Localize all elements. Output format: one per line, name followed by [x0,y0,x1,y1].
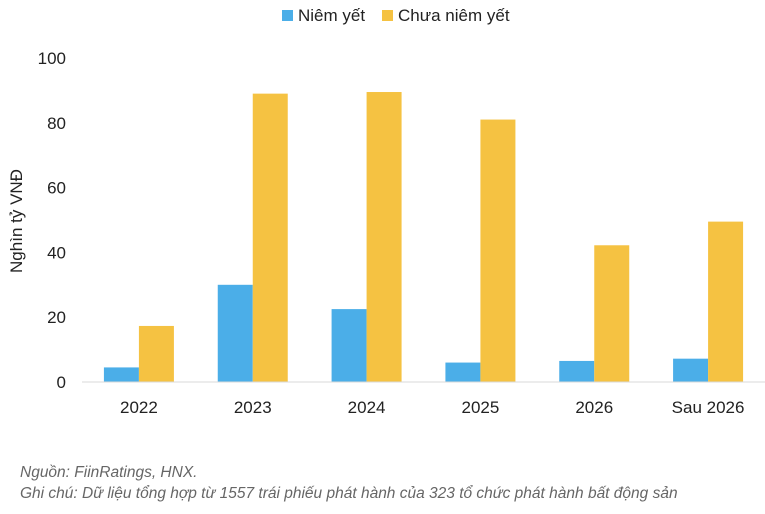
bar-niem-yet [673,358,709,382]
x-tick-label: 2023 [234,398,272,417]
bars [103,92,744,383]
legend-swatch [382,10,393,21]
legend-label: Chưa niêm yết [398,6,510,25]
y-tick-label: 20 [47,308,66,327]
bar-niem-yet [559,360,595,382]
bar-chua-niem-yet [366,92,402,383]
y-tick-label: 100 [38,49,66,68]
bar-chua-niem-yet [252,93,288,382]
chart-notes: Nguồn: FiinRatings, HNX. Ghi chú: Dữ liệ… [20,462,760,504]
x-tick-label: Sau 2026 [672,398,745,417]
y-axis-title: Nghìn tỷ VNĐ [7,169,26,273]
x-tick-label: 2026 [575,398,613,417]
y-tick-label: 80 [47,114,66,133]
x-tick-label: 2024 [348,398,386,417]
y-axis-ticks: 0 20 40 60 80 100 [38,49,66,392]
source-note: Nguồn: FiinRatings, HNX. [20,464,198,481]
legend-swatch [282,10,293,21]
legend-label: Niêm yết [298,6,365,25]
bar-chua-niem-yet [594,245,630,382]
x-tick-label: 2022 [120,398,158,417]
bar-niem-yet [331,309,367,382]
y-tick-label: 0 [57,373,66,392]
y-tick-label: 40 [47,243,66,262]
chart-legend: Niêm yết Chưa niêm yết [282,6,510,25]
bar-niem-yet [103,367,139,382]
bar-niem-yet [217,284,253,382]
bar-chua-niem-yet [138,325,174,382]
bar-chua-niem-yet [480,119,516,382]
y-tick-label: 60 [47,179,66,198]
x-axis-ticks: 2022 2023 2024 2025 2026 Sau 2026 [120,398,744,417]
x-tick-label: 2025 [462,398,500,417]
bar-chua-niem-yet [708,221,744,382]
bar-niem-yet [445,362,481,382]
bar-chart: Niêm yết Chưa niêm yết Nghìn tỷ VNĐ 0 20 40… [7,6,765,417]
remark-note: Ghi chú: Dữ liệu tổng hợp từ 1557 trái p… [20,485,678,502]
